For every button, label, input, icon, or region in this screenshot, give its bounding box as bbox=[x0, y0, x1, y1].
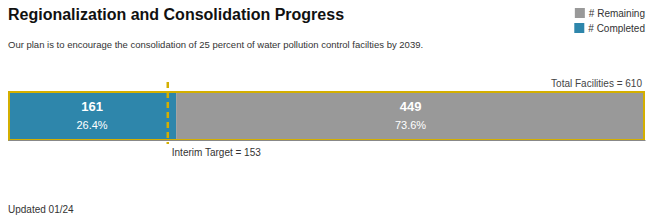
data-label: 449 bbox=[400, 99, 422, 114]
chart: Regionalization and Consolidation Progre… bbox=[0, 0, 653, 223]
subtitle: Our plan is to encourage the consolidati… bbox=[8, 39, 423, 50]
share-label: 73.6% bbox=[395, 119, 426, 131]
legend-label: # Remaining bbox=[589, 8, 645, 19]
data-labels: 161 26.4% 449 73.6% bbox=[76, 99, 426, 131]
target-line bbox=[167, 82, 170, 144]
legend: # Remaining # Completed bbox=[574, 8, 645, 34]
legend-swatch bbox=[574, 23, 584, 33]
x-axis bbox=[9, 140, 646, 141]
bar-segment bbox=[176, 92, 645, 140]
legend-item: # Remaining bbox=[575, 8, 645, 19]
title: Regionalization and Consolidation Progre… bbox=[8, 6, 344, 23]
bar-segment bbox=[8, 92, 176, 140]
legend-item: # Completed bbox=[574, 23, 645, 34]
bar-frame bbox=[9, 92, 644, 140]
data-label: 161 bbox=[81, 99, 103, 114]
axis-line bbox=[9, 140, 646, 141]
footnote: Updated 01/24 bbox=[8, 204, 74, 215]
legend-label: # Completed bbox=[588, 23, 645, 34]
plot-area bbox=[8, 82, 645, 144]
legend-swatch bbox=[575, 8, 585, 18]
annotation: Total Facilities = 610 bbox=[551, 78, 642, 89]
annotation: Interim Target = 153 bbox=[172, 147, 261, 158]
share-label: 26.4% bbox=[76, 119, 107, 131]
